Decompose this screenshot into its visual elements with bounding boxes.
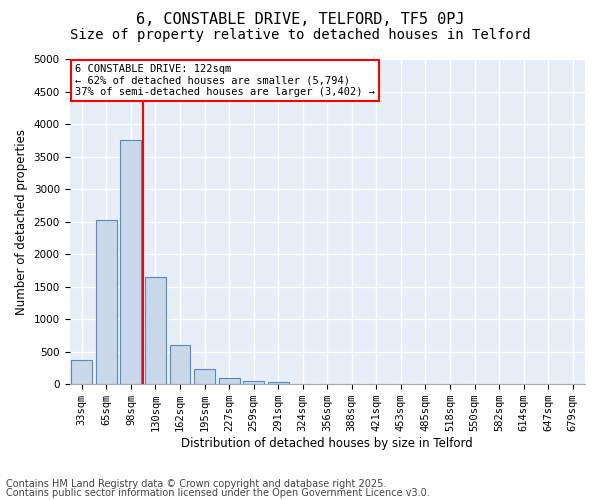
Text: Size of property relative to detached houses in Telford: Size of property relative to detached ho… — [70, 28, 530, 42]
X-axis label: Distribution of detached houses by size in Telford: Distribution of detached houses by size … — [181, 437, 473, 450]
Text: 6, CONSTABLE DRIVE, TELFORD, TF5 0PJ: 6, CONSTABLE DRIVE, TELFORD, TF5 0PJ — [136, 12, 464, 28]
Bar — [243, 380, 264, 384]
Bar — [170, 344, 190, 384]
Bar — [194, 370, 215, 384]
Bar — [268, 382, 289, 384]
Bar — [71, 360, 92, 384]
Bar — [145, 277, 166, 384]
Text: Contains HM Land Registry data © Crown copyright and database right 2025.: Contains HM Land Registry data © Crown c… — [6, 479, 386, 489]
Bar — [96, 220, 117, 384]
Text: Contains public sector information licensed under the Open Government Licence v3: Contains public sector information licen… — [6, 488, 430, 498]
Bar — [121, 140, 142, 384]
Text: 6 CONSTABLE DRIVE: 122sqm
← 62% of detached houses are smaller (5,794)
37% of se: 6 CONSTABLE DRIVE: 122sqm ← 62% of detac… — [74, 64, 374, 97]
Y-axis label: Number of detached properties: Number of detached properties — [15, 128, 28, 314]
Bar — [218, 378, 239, 384]
